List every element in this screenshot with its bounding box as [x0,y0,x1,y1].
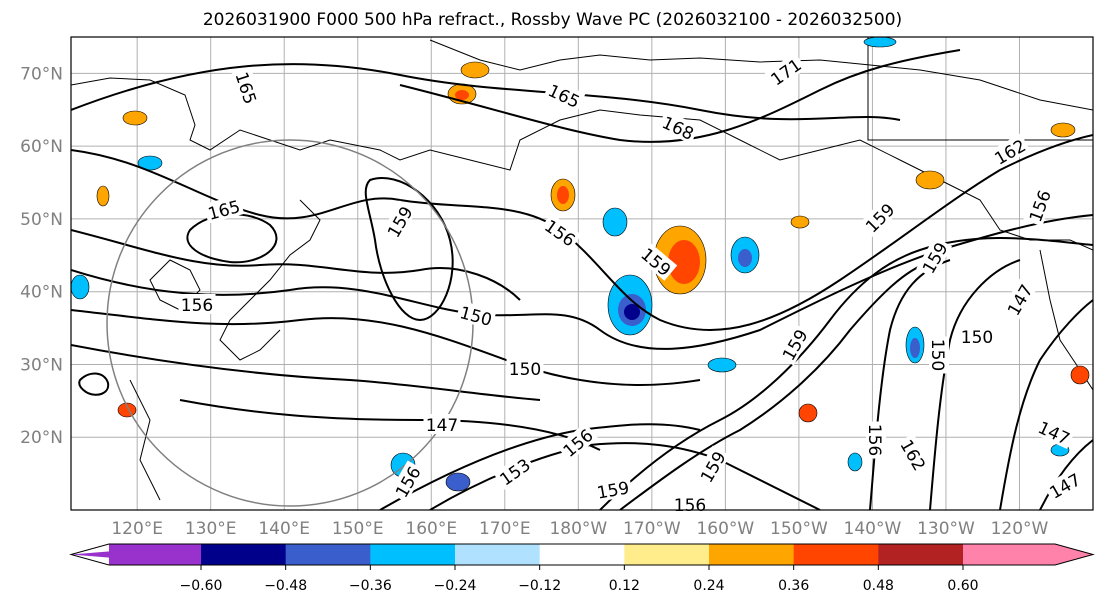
negative-anomaly-patch [708,358,736,372]
contour-label: 156 [864,424,884,456]
positive-anomaly-patch [791,216,809,228]
positive-anomaly-patch [1051,123,1075,137]
colorbar-tick-label: −0.48 [264,578,307,594]
lat-tick-label: 60°N [20,137,63,157]
lat-tick-label: 70°N [20,64,63,84]
lon-tick-label: 140°E [258,519,310,539]
colorbar-segment [370,544,455,565]
colorbar-segment [709,544,794,565]
lon-tick-label: 160°W [696,519,754,539]
colorbar-tick-label: −0.36 [349,578,392,594]
contour-label: 156 [181,296,213,316]
colorbar-tick-label: 0.36 [778,578,809,594]
lon-tick-label: 150°W [770,519,828,539]
colorbar-segment [540,544,625,565]
positive-anomaly-core [557,186,569,204]
contour-label-group: 156 [179,294,216,316]
negative-anomaly-patch [446,473,470,491]
positive-anomaly-core [455,90,469,100]
negative-anomaly-patch [848,453,862,471]
colorbar-tick-label: 0.48 [863,578,894,594]
colorbar-segment [963,544,1055,565]
lon-tick-label: 150°E [332,519,384,539]
lon-tick-label: 180°W [549,519,607,539]
colorbar-extend-high [1055,544,1093,565]
lat-tick-label: 50°N [20,210,63,230]
contour-label: 156 [674,496,706,516]
contour-label: 150 [509,360,541,380]
negative-anomaly-core [738,249,752,267]
colorbar-segment [286,544,371,565]
lon-tick-label: 120°E [111,519,163,539]
colorbar-tick-label: 0.60 [947,578,978,594]
colorbar-segment [624,544,709,565]
lon-tick-label: 170°W [623,519,681,539]
longitude-axis: 120°E 130°E 140°E 150°E 160°E 170°E 180°W 170°W… [111,519,1048,539]
colorbar-tick-label: 0.24 [693,578,724,594]
positive-anomaly-patch [799,404,817,422]
colorbar-segment [794,544,879,565]
contour-label-group: 156 [864,422,886,459]
negative-anomaly-patch [864,37,896,47]
contour-label-group: 156 [672,494,709,516]
colorbar-segment [455,544,540,565]
lon-tick-label: 120°W [991,519,1049,539]
positive-anomaly-patch [461,62,489,78]
colorbar-tick-label: −0.60 [180,578,223,594]
colorbar-tick-label: 0.12 [609,578,640,594]
lon-tick-label: 130°W [917,519,975,539]
lon-tick-label: 130°E [185,519,237,539]
contour-label-group: 150 [507,358,544,380]
lat-tick-label: 30°N [20,355,63,375]
contour-label-group: 150 [927,337,949,374]
colorbar-tick-label: −0.12 [518,578,561,594]
lat-tick-label: 40°N [20,283,63,303]
positive-anomaly-patch [1071,366,1089,384]
lon-tick-label: 160°E [405,519,457,539]
lon-tick-label: 170°E [479,519,531,539]
negative-anomaly-patch [603,208,627,236]
positive-anomaly-patch [123,111,147,125]
colorbar-segment [878,544,963,565]
lat-tick-label: 20°N [20,428,63,448]
contour-label-group: 150 [959,326,996,348]
contour-label-group: 147 [424,414,461,436]
map-figure: 1651651651681711621561591561561591591591… [0,0,1105,604]
contour-label: 147 [426,416,458,436]
positive-anomaly-patch [97,186,109,206]
lon-tick-label: 140°W [844,519,902,539]
contour-label: 150 [961,328,993,348]
colorbar-tick-label: −0.24 [434,578,477,594]
contour-label: 150 [927,339,947,371]
positive-anomaly-patch [916,171,944,189]
negative-anomaly-patch [71,275,89,299]
colorbar: −0.60 −0.48 −0.36 −0.24 −0.12 0.12 0.24 0.36 0.4… [71,544,1093,594]
colorbar-segment [201,544,286,565]
latitude-axis: 70°N 60°N 50°N 40°N 30°N 20°N [20,64,63,448]
colorbar-segment [109,544,201,565]
negative-anomaly-core [910,338,920,358]
